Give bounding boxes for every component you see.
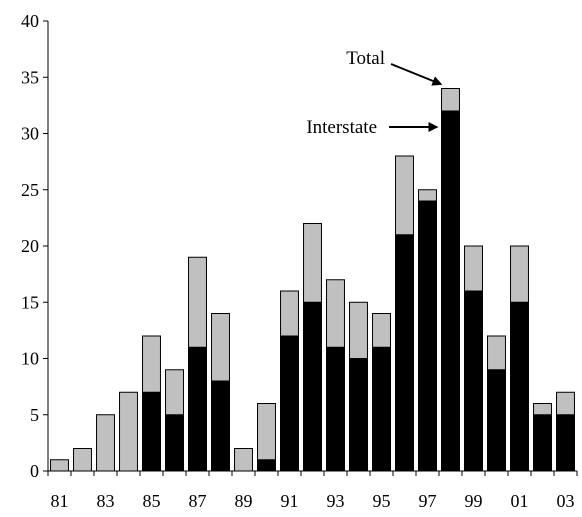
x-tick-label: 03: [557, 491, 575, 511]
y-tick-label: 30: [21, 124, 39, 144]
x-tick-label: 95: [373, 491, 391, 511]
bar-interstate-91: [280, 335, 299, 472]
x-tick-label: 91: [281, 491, 299, 511]
bar-interstate-93: [326, 346, 345, 472]
annotation-interstate: Interstate: [306, 117, 377, 138]
y-tick-label: 0: [30, 461, 39, 481]
y-tick-label: 40: [21, 11, 39, 31]
annotations: Total Interstate: [306, 48, 443, 138]
bar-total-84: [119, 391, 138, 472]
bar-interstate-94: [349, 358, 368, 472]
bar-total-81: [50, 459, 69, 472]
bar-total-83: [96, 414, 115, 472]
y-axis: 0 5 10 15 20 25 30 35 40: [21, 11, 49, 481]
bar-interstate-97: [418, 200, 437, 472]
bar-interstate-95: [372, 346, 391, 472]
bar-interstate-92: [303, 301, 322, 472]
x-tick-label: 89: [235, 491, 253, 511]
y-tick-label: 25: [21, 180, 39, 200]
x-tick-label: 97: [419, 491, 437, 511]
y-tick-label: 20: [21, 236, 39, 256]
y-tick-label: 35: [21, 67, 39, 87]
bar-interstate-00: [487, 369, 506, 472]
x-tick-label: 85: [143, 491, 161, 511]
bar-interstate-98: [441, 110, 460, 472]
bar-interstate-88: [211, 380, 230, 472]
x-axis: 81 83 85 87 89 91 93 95 97 99 01 03: [47, 470, 578, 511]
x-tick-label: 87: [189, 491, 207, 511]
x-tick-label: 01: [511, 491, 529, 511]
bar-total-82: [73, 448, 92, 472]
bar-interstate-87: [188, 346, 207, 472]
bar-interstate-01: [510, 301, 529, 472]
bar-interstate-86: [165, 414, 184, 472]
arrow-total: [390, 63, 443, 86]
bar-interstate-99: [464, 290, 483, 472]
x-tick-label: 83: [97, 491, 115, 511]
bar-interstate-02: [533, 414, 552, 472]
bar-interstate-90: [257, 459, 276, 472]
bars: [50, 88, 575, 472]
bar-interstate-96: [395, 234, 414, 472]
bar-interstate-03: [556, 414, 575, 472]
annotation-total: Total: [346, 48, 385, 69]
bar-interstate-85: [142, 391, 161, 472]
y-tick-label: 5: [30, 405, 39, 425]
x-tick-label: 99: [465, 491, 483, 511]
x-tick-label: 81: [51, 491, 69, 511]
bar-total-89: [234, 448, 253, 472]
y-tick-label: 10: [21, 349, 39, 369]
x-tick-label: 93: [327, 491, 345, 511]
y-tick-label: 15: [21, 292, 39, 312]
